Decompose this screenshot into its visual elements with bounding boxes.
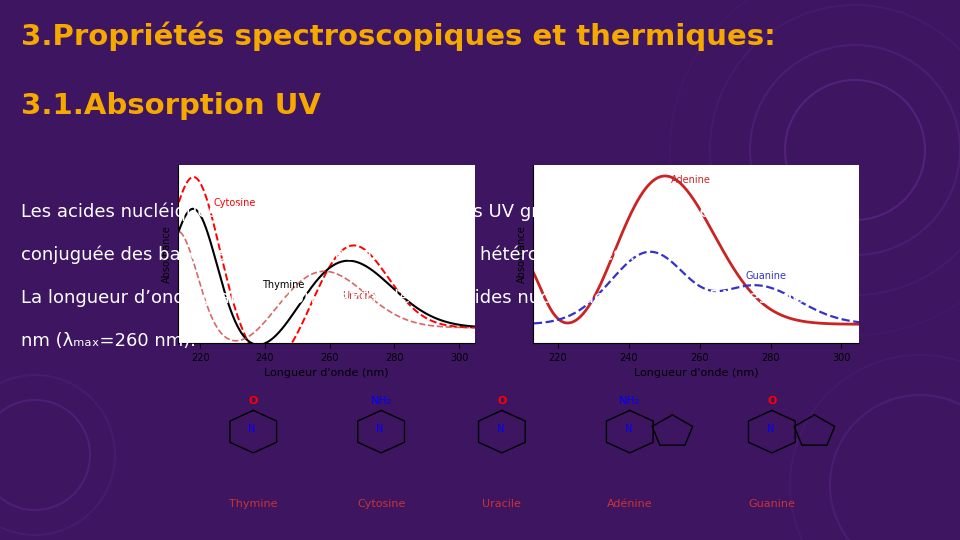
Text: 3.Propriétés spectroscopiques et thermiques:: 3.Propriétés spectroscopiques et thermiq… [21, 22, 776, 51]
Text: NH₂: NH₂ [619, 396, 640, 406]
Text: N: N [496, 424, 504, 434]
Text: N: N [248, 424, 255, 434]
Text: La longueur d’onde d’absorption maximale des acides nucléiques (ADN et ARN) est : La longueur d’onde d’absorption maximale… [21, 289, 844, 307]
Text: Cytosine: Cytosine [213, 198, 255, 208]
Text: Uracile: Uracile [343, 291, 376, 301]
Text: Adenine: Adenine [671, 176, 711, 185]
Text: Thymine: Thymine [262, 280, 304, 291]
Text: N: N [625, 424, 632, 434]
Text: Les acides nucléiques absorbent les rayonnements UV grâce à leur système aromati: Les acides nucléiques absorbent les rayo… [21, 202, 820, 221]
X-axis label: Longueur d'onde (nm): Longueur d'onde (nm) [264, 368, 389, 378]
Text: O: O [249, 396, 258, 406]
Text: Adénine: Adénine [607, 499, 653, 509]
Text: Guanine: Guanine [749, 499, 795, 509]
Text: conjuguée des bases azotées (cycles aromatiques hétérocycliques).: conjuguée des bases azotées (cycles arom… [21, 246, 636, 264]
Text: Cytosine: Cytosine [357, 499, 405, 509]
Text: nm (λₘₐₓ=260 nm).: nm (λₘₐₓ=260 nm). [21, 332, 196, 350]
Y-axis label: Absorbance: Absorbance [517, 225, 527, 282]
Y-axis label: Absorbance: Absorbance [162, 225, 172, 282]
Text: O: O [497, 396, 507, 406]
Text: Guanine: Guanine [746, 271, 786, 281]
Text: Uracile: Uracile [483, 499, 521, 509]
Text: 3.1.Absorption UV: 3.1.Absorption UV [21, 92, 321, 120]
X-axis label: Longueur d'onde (nm): Longueur d'onde (nm) [634, 368, 758, 378]
Text: NH₂: NH₂ [371, 396, 392, 406]
Text: O: O [767, 396, 777, 406]
Text: Thymine: Thymine [229, 499, 277, 509]
Text: N: N [376, 424, 383, 434]
Text: N: N [767, 424, 774, 434]
